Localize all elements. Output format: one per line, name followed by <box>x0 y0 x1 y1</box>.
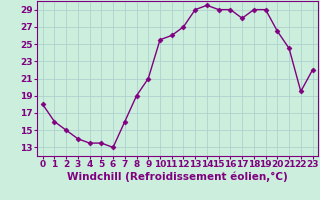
X-axis label: Windchill (Refroidissement éolien,°C): Windchill (Refroidissement éolien,°C) <box>67 172 288 182</box>
